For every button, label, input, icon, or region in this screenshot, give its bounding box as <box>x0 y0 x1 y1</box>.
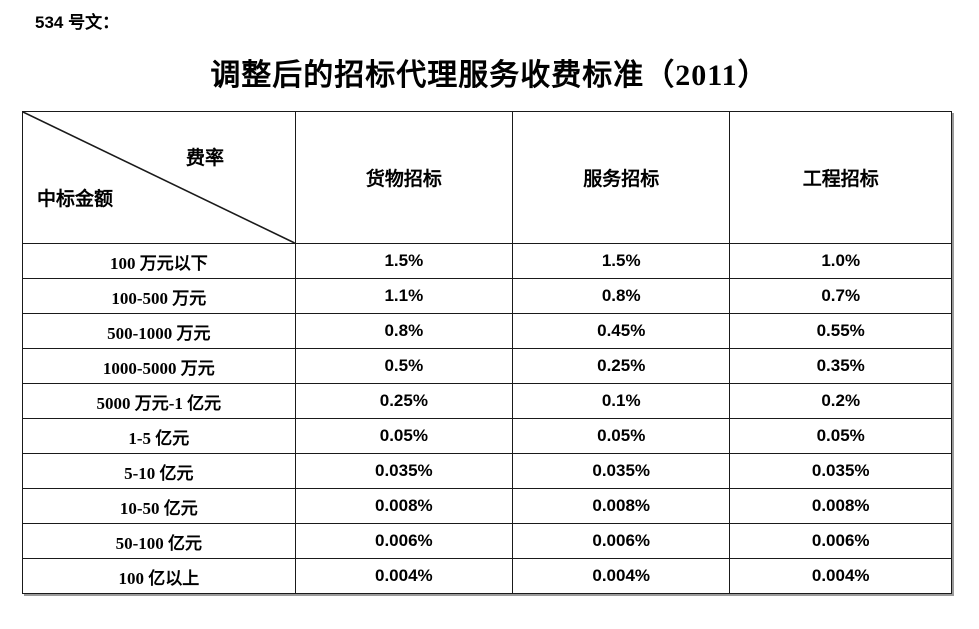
table-row: 1-5 亿元 0.05% 0.05% 0.05% <box>22 418 952 454</box>
engineering-rate-cell: 0.008% <box>729 488 952 524</box>
service-rate-cell: 0.035% <box>512 453 731 489</box>
table-header: 费率 中标金额 货物招标 服务招标 工程招标 <box>22 111 952 244</box>
goods-rate-cell: 0.8% <box>294 313 514 349</box>
service-rate-cell: 0.1% <box>512 383 731 419</box>
table-row: 100 万元以下 1.5% 1.5% 1.0% <box>22 243 952 279</box>
goods-rate-cell: 1.1% <box>294 278 514 314</box>
table-row: 10-50 亿元 0.008% 0.008% 0.008% <box>22 488 952 524</box>
engineering-rate-cell: 0.2% <box>729 383 952 419</box>
amount-cell: 500-1000 万元 <box>22 313 296 349</box>
amount-cell: 10-50 亿元 <box>22 488 296 524</box>
goods-rate-cell: 0.008% <box>294 488 514 524</box>
table-body: 100 万元以下 1.5% 1.5% 1.0% 100-500 万元 1.1% … <box>22 243 952 594</box>
table-row: 50-100 亿元 0.006% 0.006% 0.006% <box>22 523 952 559</box>
amount-cell: 1-5 亿元 <box>22 418 296 454</box>
table-row: 5-10 亿元 0.035% 0.035% 0.035% <box>22 453 952 489</box>
page-title: 调整后的招标代理服务收费标准（2011） <box>210 59 769 92</box>
table-row: 5000 万元-1 亿元 0.25% 0.1% 0.2% <box>22 383 952 419</box>
amount-cell: 100-500 万元 <box>22 278 296 314</box>
service-rate-cell: 0.05% <box>512 418 731 454</box>
engineering-rate-cell: 0.006% <box>729 523 952 559</box>
header-fee-rate-label: 费率 <box>186 148 225 170</box>
engineering-rate-cell: 0.35% <box>729 348 952 384</box>
diagonal-header-cell: 费率 中标金额 <box>22 111 296 244</box>
column-header-engineering: 工程招标 <box>729 111 952 244</box>
goods-rate-cell: 0.05% <box>294 418 514 454</box>
amount-cell: 5000 万元-1 亿元 <box>22 383 296 419</box>
amount-cell: 1000-5000 万元 <box>22 348 296 384</box>
engineering-rate-cell: 0.035% <box>729 453 952 489</box>
amount-cell: 100 亿以上 <box>22 558 296 594</box>
table-row: 500-1000 万元 0.8% 0.45% 0.55% <box>22 313 952 349</box>
amount-cell: 5-10 亿元 <box>22 453 296 489</box>
engineering-rate-cell: 1.0% <box>729 243 952 279</box>
goods-rate-cell: 0.25% <box>294 383 514 419</box>
service-rate-cell: 0.004% <box>512 558 731 594</box>
header-row: 费率 中标金额 货物招标 服务招标 工程招标 <box>22 111 952 244</box>
goods-rate-cell: 0.5% <box>294 348 514 384</box>
goods-rate-cell: 0.004% <box>294 558 514 594</box>
amount-cell: 50-100 亿元 <box>22 523 296 559</box>
header-bid-amount-label: 中标金额 <box>37 189 114 211</box>
engineering-rate-cell: 0.05% <box>729 418 952 454</box>
table-row: 100-500 万元 1.1% 0.8% 0.7% <box>22 278 952 314</box>
amount-cell: 100 万元以下 <box>22 243 296 279</box>
service-rate-cell: 0.008% <box>512 488 731 524</box>
service-rate-cell: 0.006% <box>512 523 731 559</box>
goods-rate-cell: 1.5% <box>294 243 514 279</box>
service-rate-cell: 0.8% <box>512 278 731 314</box>
goods-rate-cell: 0.006% <box>294 523 514 559</box>
doc-number-label: 534 号文： <box>35 13 120 32</box>
engineering-rate-cell: 0.55% <box>729 313 952 349</box>
column-header-goods: 货物招标 <box>294 111 514 244</box>
column-header-service: 服务招标 <box>512 111 731 244</box>
table-row: 100 亿以上 0.004% 0.004% 0.004% <box>22 558 952 594</box>
service-rate-cell: 1.5% <box>512 243 731 279</box>
engineering-rate-cell: 0.7% <box>729 278 952 314</box>
service-rate-cell: 0.25% <box>512 348 731 384</box>
goods-rate-cell: 0.035% <box>294 453 514 489</box>
service-rate-cell: 0.45% <box>512 313 731 349</box>
diagonal-divider-line <box>23 112 295 243</box>
engineering-rate-cell: 0.004% <box>729 558 952 594</box>
fee-rate-table: 费率 中标金额 货物招标 服务招标 工程招标 100 万元以下 1.5% 1.5… <box>22 111 952 594</box>
table-row: 1000-5000 万元 0.5% 0.25% 0.35% <box>22 348 952 384</box>
